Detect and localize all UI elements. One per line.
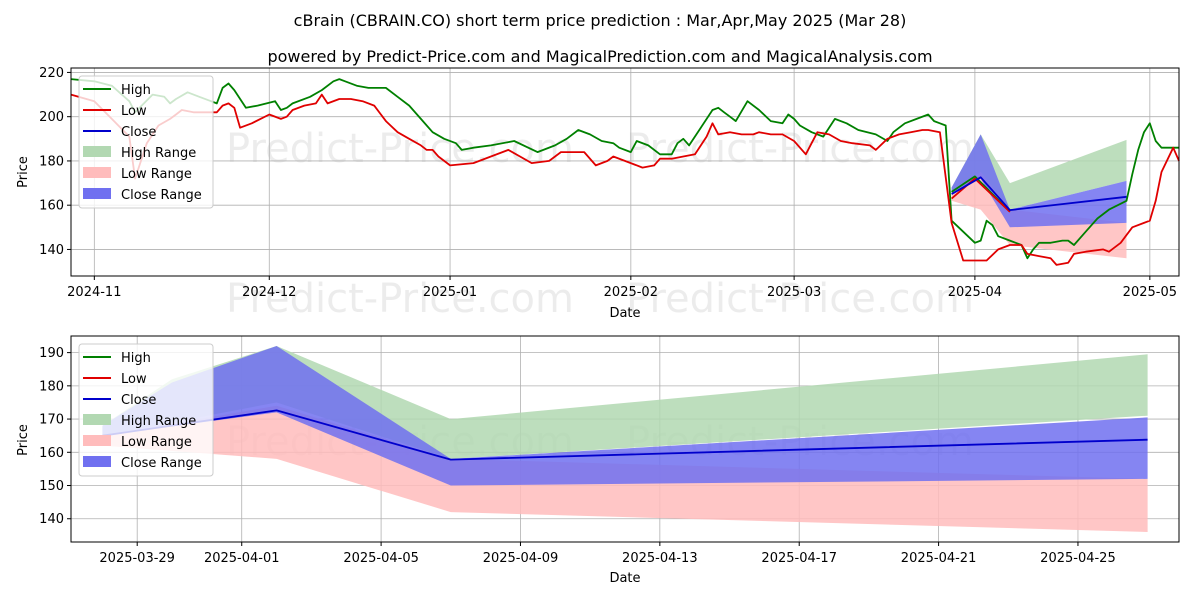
legend-swatch-close-range: [83, 188, 111, 199]
y-tick-label: 150: [39, 479, 64, 494]
figure-subtitle: powered by Predict-Price.com and Magical…: [267, 47, 932, 66]
y-tick-label: 190: [39, 346, 64, 361]
close-range-area: [951, 134, 1127, 228]
y-tick-label: 140: [39, 512, 64, 527]
y-tick-label: 180: [39, 379, 64, 394]
x-tick-label: 2024-11: [67, 285, 121, 300]
top-chart: Predict-Price.com Predict-Price.comPredic…: [16, 66, 1180, 322]
x-tick-label: 2025-04-21: [901, 551, 977, 566]
legend-label-high-range: High Range: [121, 414, 196, 429]
top-chart-legend: High Low Close High Range Low Range Close Ran…: [78, 75, 214, 209]
legend-label-close-range: Close Range: [121, 456, 202, 471]
legend-label-low: Low: [121, 372, 147, 387]
predicted-low-line: [951, 177, 1011, 213]
top-chart-watermarks: Predict-Price.com Predict-Price.comPredic…: [226, 126, 974, 322]
legend-box: [78, 343, 214, 477]
bottom-chart-y-label: Price: [16, 424, 31, 456]
y-tick-label: 160: [39, 199, 64, 214]
x-tick-label: 2025-02: [604, 285, 658, 300]
legend-label-low-range: Low Range: [121, 435, 192, 450]
bottom-chart-legend: High Low Close High Range Low Range Close Ran…: [78, 343, 214, 477]
y-tick-label: 160: [39, 446, 64, 461]
x-tick-label: 2025-03: [767, 285, 821, 300]
legend-swatch-low-range: [83, 167, 111, 178]
top-chart-range-areas: [951, 134, 1127, 259]
legend-swatch-high-range: [83, 414, 111, 425]
x-tick-label: 2025-04-01: [204, 551, 280, 566]
x-tick-label: 2025-04-05: [343, 551, 419, 566]
legend-label-close: Close: [121, 125, 156, 140]
top-chart-x-label: Date: [609, 306, 640, 321]
legend-label-high: High: [121, 351, 151, 366]
y-tick-label: 180: [39, 154, 64, 169]
x-tick-label: 2024-12: [242, 285, 296, 300]
top-chart-x-ticks: 2024-11 2024-12 2025-01 2025-02 2025-03 2025-…: [67, 276, 1177, 300]
x-tick-label: 2025-03-29: [99, 551, 175, 566]
predicted-close-line: [951, 176, 1127, 212]
x-tick-label: 2025-05: [1123, 285, 1177, 300]
y-tick-label: 200: [39, 110, 64, 125]
top-chart-y-ticks: 140 160 180 200 220: [39, 66, 71, 258]
x-tick-label: 2025-04: [948, 285, 1002, 300]
x-tick-label: 2025-04-17: [761, 551, 837, 566]
low-price-line: [70, 93, 1180, 266]
top-chart-y-label: Price: [16, 156, 31, 188]
y-tick-label: 220: [39, 66, 64, 81]
legend-box: [78, 75, 214, 209]
bottom-chart-frame: [70, 335, 1180, 543]
bottom-chart-x-ticks: 2025-03-29 2025-04-01 2025-04-05 2025-04-09…: [99, 542, 1116, 566]
bottom-chart-y-ticks: 140 150 160 170 180 190: [39, 346, 71, 527]
legend-label-high: High: [121, 83, 151, 98]
x-tick-label: 2025-04-13: [622, 551, 698, 566]
x-tick-label: 2025-01: [423, 285, 477, 300]
top-chart-frame: [70, 67, 1180, 277]
y-tick-label: 140: [39, 243, 64, 258]
figure-title: cBrain (CBRAIN.CO) short term price pred…: [294, 11, 907, 30]
x-tick-label: 2025-04-25: [1040, 551, 1116, 566]
legend-swatch-close-range: [83, 456, 111, 467]
legend-swatch-low-range: [83, 435, 111, 446]
close-range-area: [102, 346, 1148, 486]
bottom-chart-range-areas: [102, 346, 1148, 532]
y-tick-label: 170: [39, 413, 64, 428]
legend-swatch-high-range: [83, 146, 111, 157]
legend-label-close-range: Close Range: [121, 188, 202, 203]
legend-label-high-range: High Range: [121, 146, 196, 161]
x-tick-label: 2025-04-09: [483, 551, 559, 566]
legend-label-low-range: Low Range: [121, 167, 192, 182]
watermark-text: Predict-Price.com: [226, 276, 574, 322]
legend-label-low: Low: [121, 104, 147, 119]
bottom-chart-x-label: Date: [609, 571, 640, 586]
legend-label-close: Close: [121, 393, 156, 408]
watermark-text: Predict-Price.com: [626, 276, 974, 322]
top-chart-price-lines: [70, 78, 1180, 266]
